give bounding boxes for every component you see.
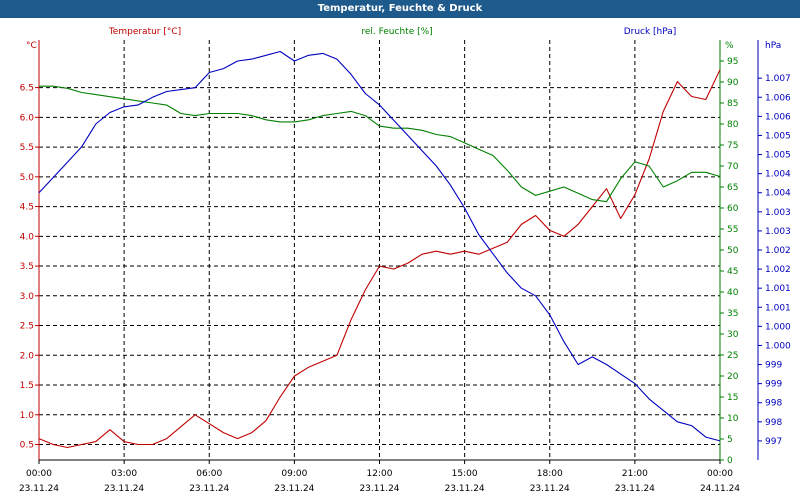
right-tick-label: 998 [765, 418, 782, 428]
left-tick-label: 4.5 [20, 203, 34, 213]
middle-tick-label: 70 [727, 162, 739, 172]
left-tick-label: 2.0 [20, 351, 35, 361]
right-tick-label: 999 [765, 361, 782, 371]
right-tick-label: 1.004 [765, 189, 791, 199]
left-tick-label: 1.5 [20, 381, 34, 391]
x-tick-time: 03:00 [111, 469, 137, 479]
grid [39, 40, 720, 460]
x-tick-date: 23.11.24 [445, 484, 485, 494]
right-tick-label: 1.003 [765, 208, 791, 218]
x-tick-date: 23.11.24 [615, 484, 655, 494]
window-title: Temperatur, Feuchte & Druck [0, 0, 800, 18]
right-tick-label: 1.006 [765, 93, 791, 103]
middle-tick-label: 95 [727, 57, 738, 67]
x-tick-date: 24.11.24 [700, 484, 740, 494]
series-line-hum [39, 85, 721, 203]
middle-tick-label: 75 [727, 141, 738, 151]
x-tick-time: 06:00 [196, 469, 222, 479]
middle-tick-label: 45 [727, 267, 738, 277]
x-tick-time: 12:00 [367, 469, 393, 479]
right-tick-label: 998 [765, 399, 782, 409]
unit-left: °C [26, 41, 37, 51]
middle-tick-label: 0 [727, 456, 733, 466]
legend-humidity: rel. Feuchte [%] [361, 27, 432, 37]
middle-tick-label: 10 [727, 414, 739, 424]
ticks-layer: 00:00 23.11.24 03:00 23.11.24 06:00 23.11.24 0… [19, 57, 791, 494]
x-tick-date: 23.11.24 [530, 484, 570, 494]
series-line-press [38, 50, 721, 442]
right-tick-label: 1.002 [765, 246, 791, 256]
right-tick-label: 1.005 [765, 151, 791, 161]
legend-temperature: Temperatur [°C] [108, 27, 181, 37]
right-tick-label: 1.005 [765, 131, 791, 141]
middle-tick-label: 35 [727, 309, 738, 319]
middle-tick-label: 25 [727, 351, 738, 361]
x-tick-time: 21:00 [622, 469, 648, 479]
x-tick-time: 09:00 [281, 469, 307, 479]
left-tick-label: 5.5 [20, 143, 34, 153]
left-tick-label: 0.5 [20, 441, 34, 451]
middle-tick-label: 40 [727, 288, 739, 298]
right-tick-label: 1.000 [765, 341, 791, 351]
middle-tick-label: 65 [727, 183, 738, 193]
x-tick-date: 23.11.24 [104, 484, 144, 494]
series-layer [38, 50, 721, 449]
right-tick-label: 1.000 [765, 322, 791, 332]
right-tick-label: 997 [765, 437, 782, 447]
right-tick-label: 999 [765, 380, 782, 390]
middle-tick-label: 85 [727, 99, 738, 109]
middle-tick-label: 5 [727, 435, 733, 445]
x-tick-date: 23.11.24 [359, 484, 399, 494]
middle-tick-label: 50 [727, 246, 739, 256]
middle-tick-label: 80 [727, 120, 739, 130]
unit-right: hPa [765, 41, 781, 51]
x-tick-time: 15:00 [452, 469, 478, 479]
right-tick-label: 1.001 [765, 284, 791, 294]
left-tick-label: 6.0 [20, 113, 35, 123]
right-tick-label: 1.007 [765, 74, 791, 84]
unit-middle: % [725, 41, 734, 51]
middle-tick-label: 55 [727, 225, 738, 235]
right-tick-label: 1.006 [765, 112, 791, 122]
middle-tick-label: 60 [727, 204, 739, 214]
left-tick-label: 6.5 [20, 84, 34, 94]
left-tick-label: 2.5 [20, 322, 34, 332]
left-tick-label: 3.5 [20, 262, 34, 272]
middle-tick-label: 30 [727, 330, 739, 340]
x-tick-date: 23.11.24 [189, 484, 229, 494]
x-tick-date: 23.11.24 [19, 484, 59, 494]
x-tick-date: 23.11.24 [274, 484, 314, 494]
middle-tick-label: 20 [727, 372, 739, 382]
right-tick-label: 1.002 [765, 265, 791, 275]
x-tick-time: 00:00 [26, 469, 52, 479]
right-tick-label: 1.003 [765, 227, 791, 237]
left-tick-label: 3.0 [20, 292, 35, 302]
middle-tick-label: 15 [727, 393, 738, 403]
x-tick-time: 18:00 [537, 469, 563, 479]
right-tick-label: 1.001 [765, 303, 791, 313]
left-tick-label: 4.0 [20, 232, 35, 242]
legend-pressure: Druck [hPa] [624, 27, 677, 37]
middle-tick-label: 90 [727, 78, 739, 88]
x-tick-time: 00:00 [707, 469, 733, 479]
right-tick-label: 1.004 [765, 170, 791, 180]
series-line-temp [38, 69, 721, 449]
left-tick-label: 1.0 [20, 411, 35, 421]
left-tick-label: 5.0 [20, 173, 35, 183]
plot-frame [38, 40, 759, 461]
